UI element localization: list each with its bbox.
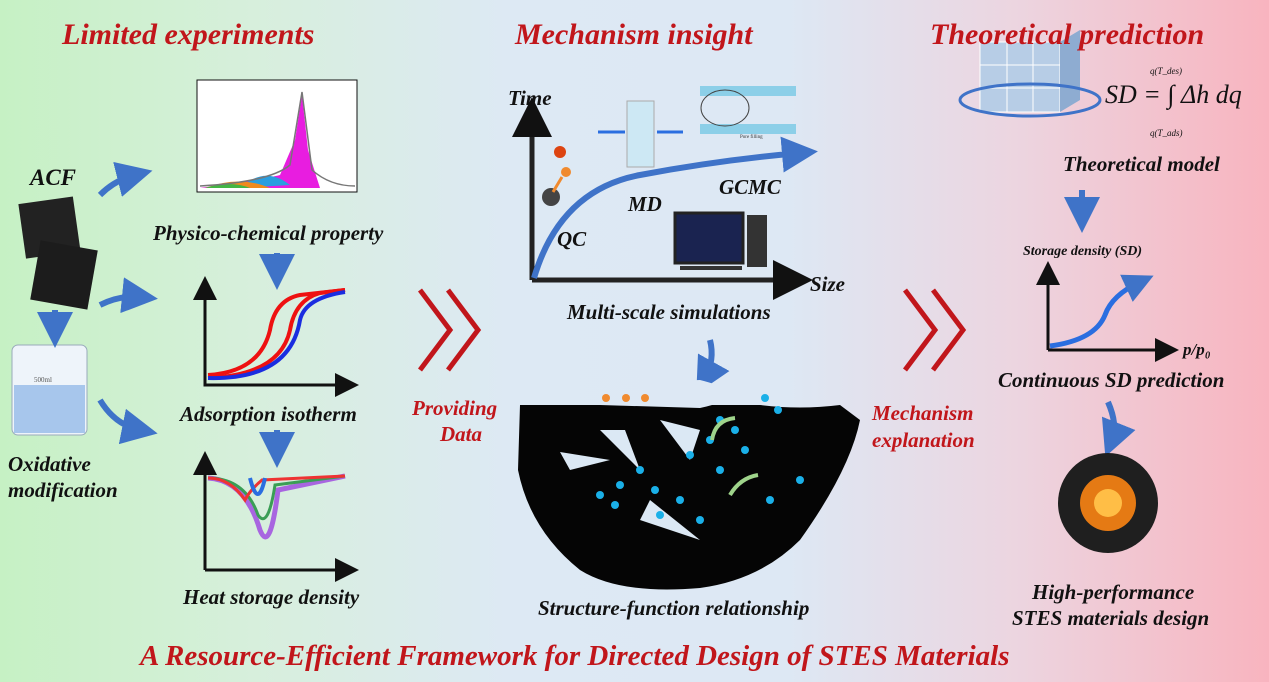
sd-axis-label: Storage density (SD) [1023, 244, 1142, 259]
structure-label: Structure-function relationship [538, 596, 810, 620]
physico-chart [196, 79, 358, 193]
pore-structure-image [518, 380, 860, 590]
multiscale-chart [512, 86, 818, 300]
design-label-2: STES materials design [1012, 606, 1210, 630]
acf-image [18, 196, 98, 310]
mechanism-label-1: Mechanism [872, 401, 974, 425]
qc-label: QC [557, 227, 587, 251]
formula-upper-limit: q(T_des) [1150, 66, 1182, 76]
providing-label-1: Providing [412, 396, 498, 420]
chevron-arrows [418, 288, 967, 372]
pp0-axis-label: p/p₀ [1183, 340, 1211, 359]
svg-text:500ml: 500ml [34, 376, 52, 384]
beaker-image: 500ml [11, 344, 88, 436]
continuous-label: Continuous SD prediction [998, 368, 1225, 392]
model-label: Theoretical model [1063, 152, 1220, 176]
heat-storage-chart [193, 451, 359, 582]
section-title-middle: Mechanism insight [515, 18, 753, 51]
oxidative-label-1: Oxidative [8, 452, 91, 476]
mechanism-label-2: explanation [872, 428, 975, 452]
cube-model-image [958, 30, 1102, 118]
size-axis-label: Size [810, 272, 846, 296]
section-title-left: Limited experiments [62, 18, 315, 51]
isotherm-chart [193, 276, 359, 397]
isotherm-label: Adsorption isotherm [180, 402, 357, 426]
flow-arrows [37, 161, 1136, 468]
svg-text:Pore filling: Pore filling [740, 135, 763, 140]
sd-chart [1036, 261, 1179, 362]
section-title-right: Theoretical prediction [930, 18, 1205, 51]
acf-label: ACF [30, 165, 77, 190]
time-axis-label: Time [508, 86, 552, 110]
multiscale-label: Multi-scale simulations [567, 300, 771, 324]
physico-label: Physico-chemical property [153, 221, 384, 245]
heat-label: Heat storage density [183, 585, 360, 609]
gcmc-label: GCMC [719, 175, 781, 199]
formula-lower-limit: q(T_ads) [1150, 128, 1183, 138]
md-label: MD [628, 192, 662, 216]
oxidative-label-2: modification [8, 478, 118, 502]
providing-label-2: Data [440, 422, 482, 446]
footer-title: A Resource-Efficient Framework for Direc… [140, 640, 1010, 672]
sd-formula: SD = ∫ Δh dq [1105, 80, 1242, 109]
design-label-1: High-performance [1032, 580, 1195, 604]
material-design-image [1058, 453, 1158, 553]
